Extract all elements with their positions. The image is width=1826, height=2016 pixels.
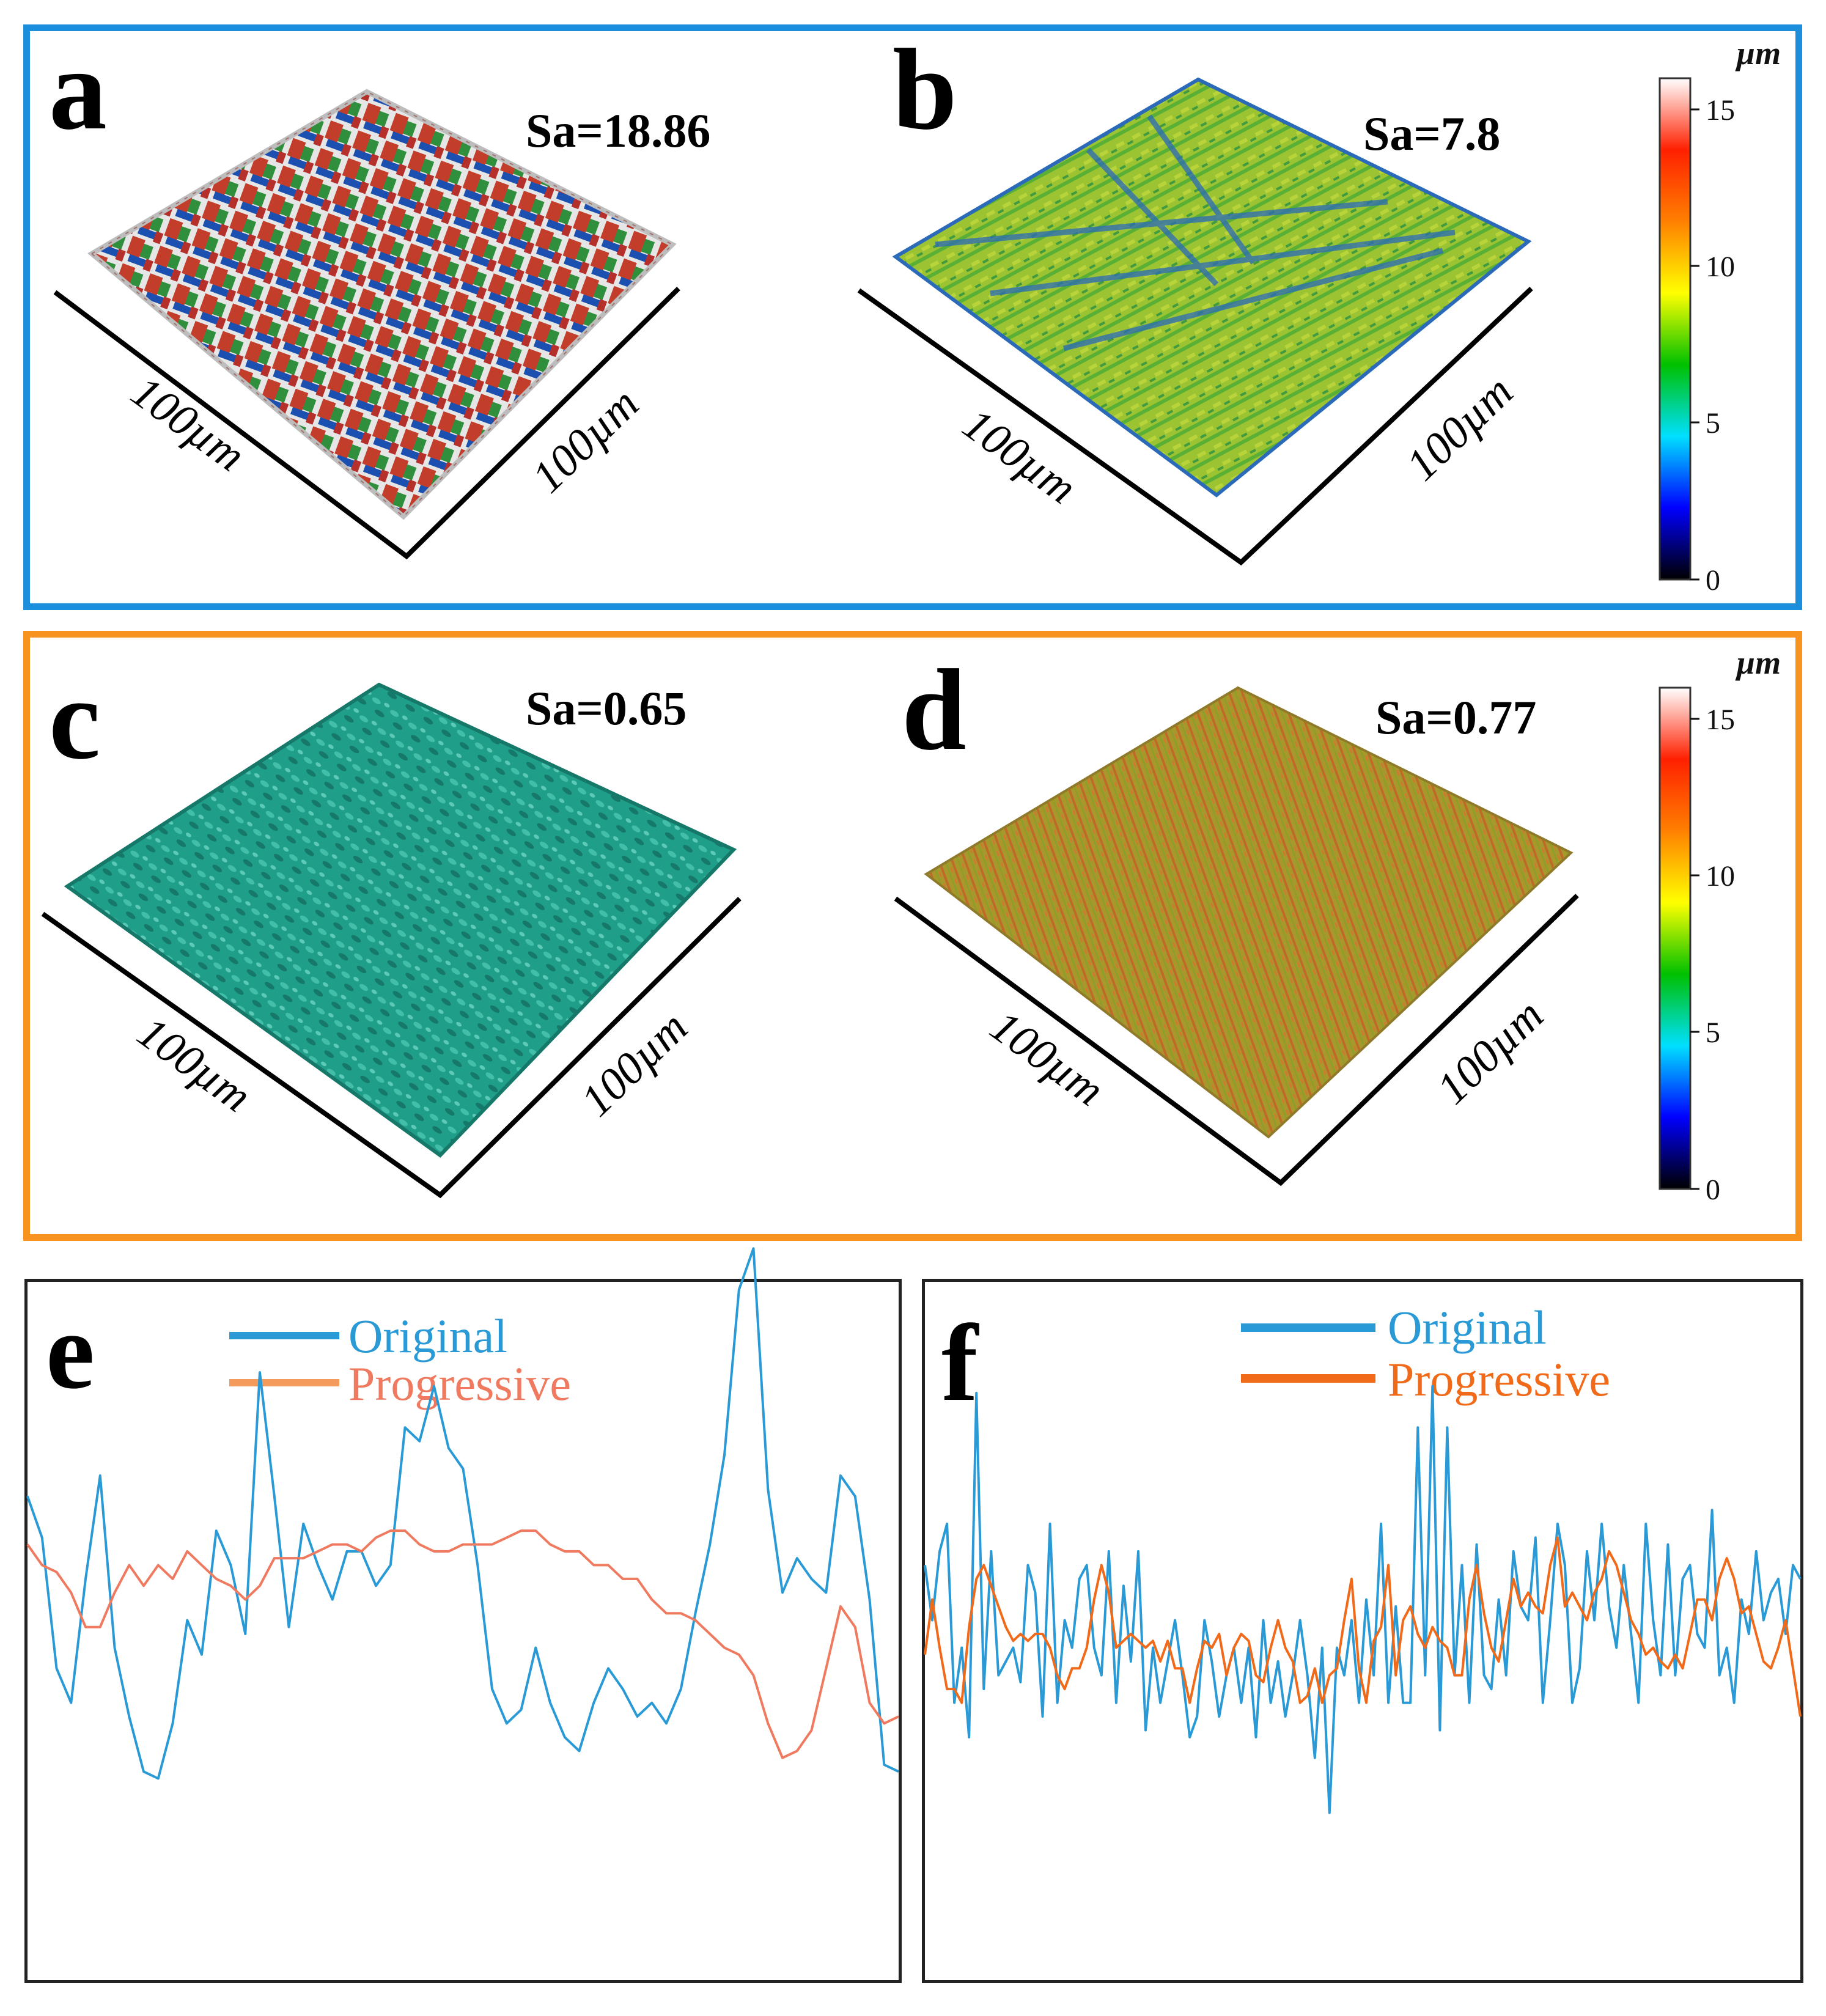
panel-f-label: f xyxy=(941,1302,979,1424)
panel-e-series-original xyxy=(26,1247,899,1780)
panel-e-label: e xyxy=(46,1290,95,1411)
panel-b: b Sa=7.8 100µm 100µm xyxy=(857,26,1533,566)
panel-e-legend-progressive: Progressive xyxy=(348,1357,571,1410)
colorbar-top-tick-0: 0 xyxy=(1706,564,1720,597)
panel-d-label: d xyxy=(902,646,966,774)
panel-a: a Sa=18.86 100µm 100µm xyxy=(49,26,710,560)
panel-b-sa-value: Sa=7.8 xyxy=(1363,107,1500,160)
panel-e: e Original Progressive xyxy=(26,1247,899,1780)
panel-a-y-axis-label: 100µm xyxy=(523,378,649,502)
colorbar-middle-tick-5: 5 xyxy=(1706,1017,1720,1049)
panel-a-axes xyxy=(53,287,680,560)
panel-c-axes xyxy=(41,897,742,1199)
panel-f-series-progressive xyxy=(924,1536,1802,1717)
panel-a-sa-value: Sa=18.86 xyxy=(526,104,710,157)
panel-e-legend-original: Original xyxy=(348,1309,507,1363)
colorbar-top-unit: µm xyxy=(1735,35,1781,72)
panel-f-frame xyxy=(922,1279,1803,1983)
colorbar-top-tick-15: 15 xyxy=(1706,94,1735,127)
colorbar-middle-gradient xyxy=(1658,686,1692,1190)
colorbar-top-tick-5: 5 xyxy=(1706,407,1720,440)
panel-e-frame xyxy=(24,1279,902,1983)
panel-f-legend-original: Original xyxy=(1388,1301,1547,1354)
panel-d-axes xyxy=(894,894,1579,1186)
panel-e-legend: Original Progressive xyxy=(229,1309,571,1410)
colorbar-top-ticks: 0 5 10 15 xyxy=(1690,94,1735,597)
colorbar-middle-unit: µm xyxy=(1735,644,1781,681)
panel-c-y-axis-label: 100µm xyxy=(572,1002,698,1126)
panel-f-legend: Original Progressive xyxy=(1241,1301,1610,1406)
panel-f: f Original Progressive xyxy=(924,1301,1802,1814)
panel-b-scratch-lines xyxy=(935,114,1456,351)
colorbar-top-gradient xyxy=(1658,77,1692,581)
panel-d: d Sa=0.77 100µm 100µm xyxy=(894,646,1579,1186)
panel-b-axes xyxy=(857,287,1533,566)
colorbar-middle-tick-10: 10 xyxy=(1706,860,1735,892)
panel-e-series-progressive xyxy=(26,1529,899,1759)
panel-b-label: b xyxy=(893,26,957,154)
colorbar-middle-tick-15: 15 xyxy=(1706,704,1735,736)
panel-f-plot xyxy=(924,1385,1802,1814)
panel-b-surface xyxy=(892,77,1532,498)
panel-d-sa-value: Sa=0.77 xyxy=(1375,691,1536,744)
colorbar-top: µm 0 5 10 15 xyxy=(1658,35,1781,597)
panel-c-sa-value: Sa=0.65 xyxy=(526,682,687,735)
colorbar-top-tick-10: 10 xyxy=(1706,251,1735,283)
panel-f-legend-progressive: Progressive xyxy=(1388,1353,1610,1406)
panel-a-label: a xyxy=(49,26,107,154)
panel-c: c Sa=0.65 100µm 100µm xyxy=(41,655,742,1199)
panel-group-middle-frame xyxy=(23,631,1802,1241)
panel-group-top-frame xyxy=(23,24,1802,610)
panel-a-surface xyxy=(87,89,677,520)
colorbar-middle: µm 0 5 10 15 xyxy=(1658,644,1781,1206)
panel-c-label: c xyxy=(49,655,100,784)
panel-e-plot xyxy=(26,1247,899,1780)
panel-f-series-original xyxy=(924,1385,1802,1814)
colorbar-middle-ticks: 0 5 10 15 xyxy=(1690,704,1735,1206)
panel-c-surface xyxy=(64,682,737,1158)
panel-b-y-axis-label: 100µm xyxy=(1397,366,1523,490)
panel-d-y-axis-label: 100µm xyxy=(1427,990,1553,1114)
panel-d-x-axis-label: 100µm xyxy=(981,1001,1113,1116)
panel-c-x-axis-label: 100µm xyxy=(128,1007,260,1122)
panel-b-x-axis-label: 100µm xyxy=(954,399,1086,513)
colorbar-middle-tick-0: 0 xyxy=(1706,1174,1720,1206)
panel-d-surface xyxy=(924,686,1574,1139)
